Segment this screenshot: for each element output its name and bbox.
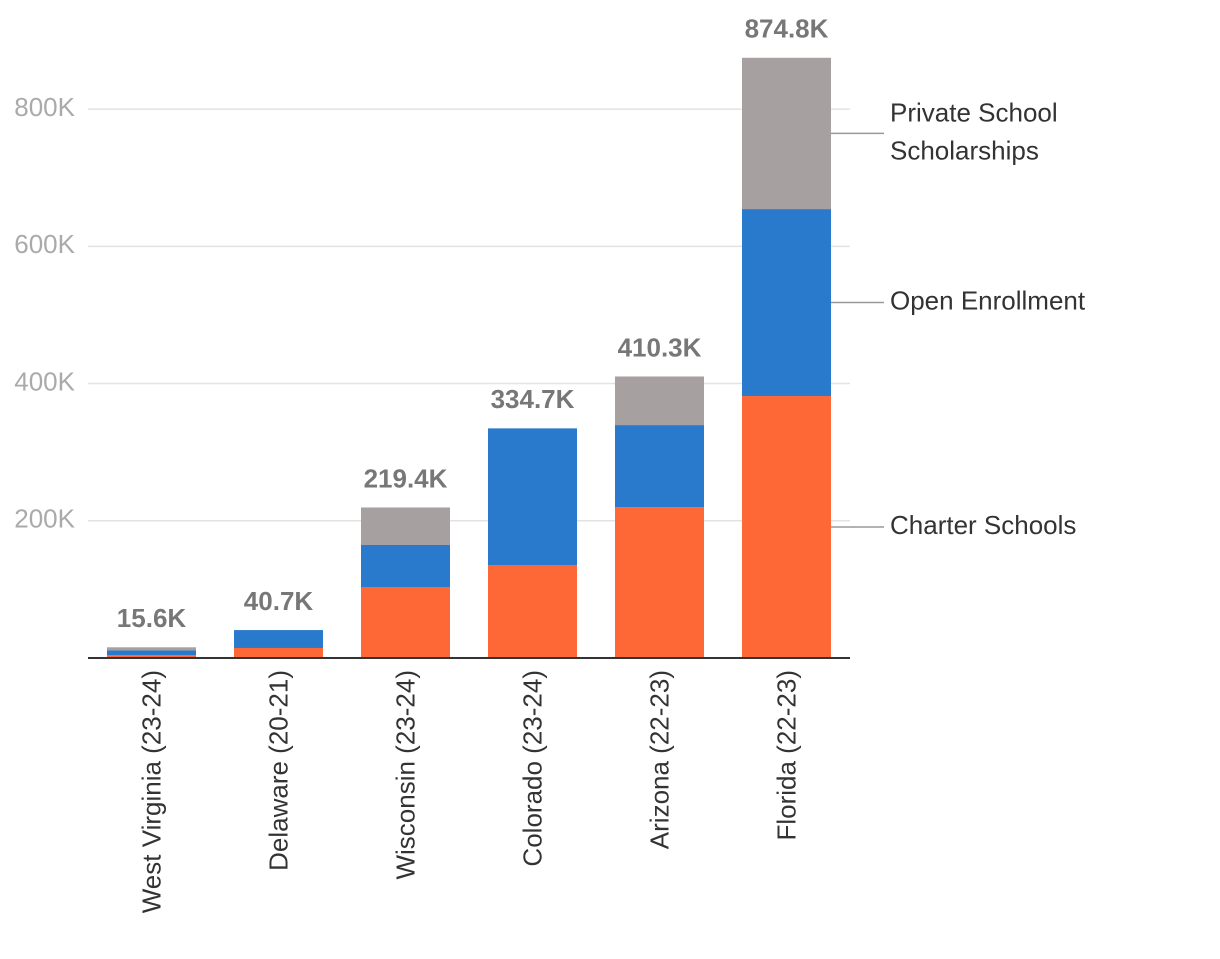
y-tick-label: 200K <box>14 504 75 534</box>
x-tick-label: West Virginia (23-24) <box>136 670 166 913</box>
bar-segment <box>107 647 196 651</box>
x-tick-label: Arizona (22-23) <box>644 670 674 849</box>
x-tick-label: Colorado (23-24) <box>517 670 547 867</box>
total-label: 15.6K <box>117 603 187 633</box>
bar-segment <box>488 565 577 658</box>
legend-label: Open Enrollment <box>890 285 1086 315</box>
bar-segment <box>742 57 831 210</box>
bar-segment <box>107 650 196 656</box>
bar-segment <box>361 544 450 587</box>
bar-segment <box>615 376 704 426</box>
total-label: 334.7K <box>491 384 575 414</box>
bar-segment <box>361 507 450 545</box>
x-tick-label: Florida (22-23) <box>771 670 801 841</box>
bar-segment <box>615 425 704 508</box>
bar-segment <box>234 647 323 658</box>
total-label: 40.7K <box>244 586 314 616</box>
bar-segment <box>488 428 577 566</box>
bar-segment <box>742 209 831 397</box>
total-label: 410.3K <box>618 332 702 362</box>
y-tick-label: 800K <box>14 92 75 122</box>
y-tick-label: 400K <box>14 366 75 396</box>
bar-segment <box>234 630 323 648</box>
legend-label: Charter Schools <box>890 510 1076 540</box>
bar-segment <box>615 507 704 658</box>
bar-segment <box>107 655 196 658</box>
x-tick-label: Delaware (20-21) <box>263 670 293 871</box>
legend-label: Private School Scholarships <box>890 97 1058 165</box>
total-label: 874.8K <box>745 14 829 44</box>
x-tick-label: Wisconsin (23-24) <box>390 670 420 880</box>
bar-segment <box>742 396 831 658</box>
y-tick-label: 600K <box>14 229 75 259</box>
bar-segment <box>361 586 450 658</box>
total-label: 219.4K <box>364 463 448 493</box>
